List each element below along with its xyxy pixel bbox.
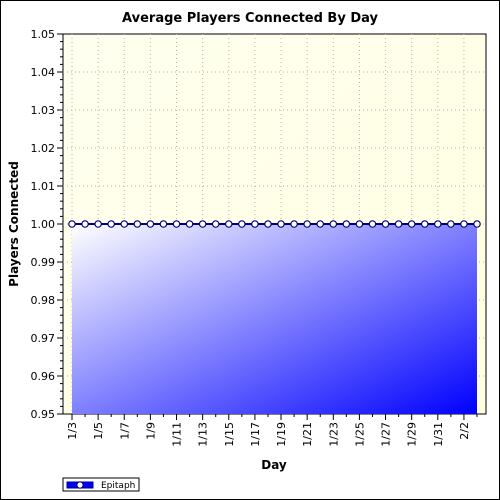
data-point bbox=[172, 220, 181, 228]
data-point bbox=[355, 220, 364, 228]
x-tick-label: 1/11 bbox=[171, 422, 184, 447]
y-tick-label: 1.03 bbox=[31, 104, 56, 117]
y-tick-label: 1.01 bbox=[31, 180, 56, 193]
data-point bbox=[133, 220, 142, 228]
x-tick-label: 1/15 bbox=[223, 422, 236, 447]
y-tick-label: 0.95 bbox=[31, 408, 56, 421]
data-point bbox=[381, 220, 390, 228]
data-point bbox=[447, 220, 455, 228]
x-tick-label: 1/25 bbox=[353, 422, 366, 447]
data-point bbox=[434, 220, 442, 228]
chart-title: Average Players Connected By Day bbox=[122, 11, 378, 26]
data-point bbox=[264, 220, 272, 228]
y-axis: 0.95 0.96 0.97 0.98 0.99 1.00 1.01 1.02 1.03 1.04… bbox=[31, 28, 63, 421]
x-tick-label: 1/7 bbox=[118, 422, 131, 440]
data-point bbox=[407, 220, 416, 228]
x-tick-label: 1/9 bbox=[144, 422, 157, 440]
data-point bbox=[316, 220, 325, 228]
data-point bbox=[394, 220, 403, 228]
y-tick-label: 1.04 bbox=[31, 66, 56, 79]
data-point bbox=[303, 220, 311, 228]
y-tick-label: 0.98 bbox=[31, 294, 56, 307]
data-point bbox=[107, 220, 115, 228]
x-tick-label: 1/29 bbox=[406, 422, 419, 447]
x-axis-title: Day bbox=[261, 458, 287, 472]
data-point bbox=[368, 220, 377, 228]
x-tick-label: 1/3 bbox=[66, 422, 79, 440]
data-point bbox=[460, 220, 468, 228]
y-axis-title: Players Connected bbox=[7, 161, 21, 287]
data-point bbox=[146, 220, 155, 228]
x-axis: 1/3 1/5 1/7 1/9 1/11 1/13 1/15 1/17 1/19 1/21 1/23… bbox=[66, 414, 478, 447]
x-tick-label: 1/17 bbox=[249, 422, 262, 447]
data-point bbox=[68, 220, 76, 228]
x-tick-label: 1/21 bbox=[301, 422, 314, 447]
data-point bbox=[120, 220, 129, 228]
y-tick-label: 1.02 bbox=[31, 142, 56, 155]
data-point bbox=[473, 220, 481, 228]
y-tick-label: 0.96 bbox=[31, 370, 56, 383]
series-markers bbox=[68, 220, 481, 228]
data-point bbox=[198, 220, 207, 228]
legend-label-epitaph: Epitaph bbox=[101, 481, 135, 491]
data-point bbox=[94, 220, 102, 228]
data-point bbox=[159, 220, 168, 228]
data-point bbox=[329, 220, 338, 228]
x-tick-label: 1/19 bbox=[275, 422, 288, 447]
data-point bbox=[224, 220, 233, 228]
data-point bbox=[342, 220, 351, 228]
x-tick-label: 1/27 bbox=[380, 422, 393, 447]
legend: Epitaph bbox=[62, 477, 140, 492]
data-point bbox=[238, 220, 246, 228]
x-tick-label: 2/2 bbox=[458, 422, 471, 440]
x-tick-label: 1/5 bbox=[92, 422, 105, 440]
data-point bbox=[251, 220, 259, 228]
data-point bbox=[211, 220, 220, 228]
data-point bbox=[185, 220, 194, 228]
y-tick-label: 0.97 bbox=[31, 332, 56, 345]
y-tick-label: 1.05 bbox=[31, 28, 56, 41]
data-point bbox=[420, 220, 429, 228]
x-tick-label: 1/31 bbox=[432, 422, 445, 447]
legend-marker-icon bbox=[76, 481, 84, 489]
x-tick-label: 1/23 bbox=[327, 422, 340, 447]
series-area-epitaph bbox=[72, 224, 477, 414]
data-point bbox=[290, 220, 298, 228]
data-point bbox=[81, 220, 89, 228]
y-tick-label: 0.99 bbox=[31, 256, 56, 269]
x-tick-label: 1/13 bbox=[197, 422, 210, 447]
data-point bbox=[277, 220, 285, 228]
y-tick-label: 1.00 bbox=[31, 218, 56, 231]
